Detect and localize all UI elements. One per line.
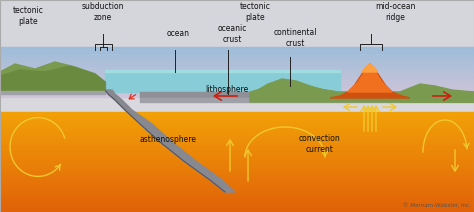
Text: asthenosphere: asthenosphere [139,135,197,145]
Text: tectonic
plate: tectonic plate [13,6,44,26]
Polygon shape [330,64,410,98]
Polygon shape [362,64,378,72]
Text: © Merriam-Webster, Inc.: © Merriam-Webster, Inc. [403,202,471,208]
Text: mid-ocean
ridge: mid-ocean ridge [375,2,415,22]
Polygon shape [250,80,474,102]
Polygon shape [400,84,474,102]
Polygon shape [0,66,105,90]
Polygon shape [105,90,235,192]
Polygon shape [252,79,338,92]
Text: tectonic
plate: tectonic plate [239,2,271,22]
Polygon shape [348,66,392,92]
Text: subduction
zone: subduction zone [82,2,124,22]
Text: oceanic
crust: oceanic crust [217,24,246,44]
Text: ocean: ocean [166,29,190,39]
Polygon shape [0,62,105,90]
Text: lithosphere: lithosphere [205,85,248,93]
Text: continental
crust: continental crust [273,28,317,48]
Text: convection
current: convection current [299,134,341,154]
